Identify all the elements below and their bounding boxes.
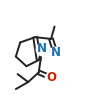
Text: N: N [50,47,60,59]
Text: O: O [46,71,56,84]
Text: N: N [37,42,47,55]
